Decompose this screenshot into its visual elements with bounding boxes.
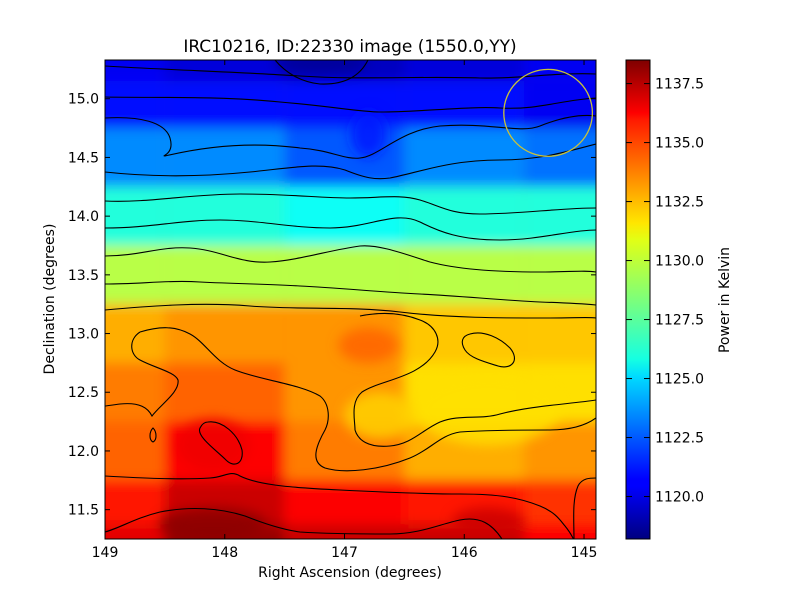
heatmap-cell — [164, 60, 285, 82]
heatmap-cell — [524, 304, 596, 363]
contour-line — [354, 399, 596, 447]
contour-line — [105, 217, 596, 241]
heatmap-cell — [105, 524, 165, 539]
heatmap-cell — [164, 245, 285, 305]
plot-frame — [104, 59, 597, 540]
contour-line — [105, 245, 596, 273]
heatmap-cell — [404, 186, 525, 246]
heatmap-feature — [416, 374, 561, 446]
x-axis: 149 148 147 146 145 — [92, 60, 598, 561]
heatmap-feature — [176, 419, 249, 471]
heatmap-cell — [284, 245, 405, 305]
colorbar-tick-label: 1125.0 — [655, 372, 704, 388]
heatmap-cell — [105, 81, 165, 129]
y-axis-label: Declination (degrees) — [42, 224, 58, 375]
x-tick-label: 145 — [571, 545, 598, 561]
heatmap-cell — [404, 304, 525, 363]
contour-line — [105, 507, 503, 539]
y-tick-label: 13.0 — [68, 327, 99, 343]
heatmap-cell — [404, 60, 525, 82]
heatmap-cell — [105, 186, 165, 246]
marker — [503, 68, 594, 157]
contour-line — [105, 473, 575, 539]
heatmap-cell — [164, 186, 285, 246]
contour-lines — [105, 60, 596, 539]
heatmap-cell — [404, 81, 525, 129]
contour-line — [105, 114, 596, 159]
contour-line — [139, 327, 596, 472]
colorbar-tick-label: 1122.5 — [655, 431, 704, 447]
heatmap-cell — [524, 245, 596, 305]
heatmap-cell — [284, 524, 405, 539]
x-axis-label: Right Ascension (degrees) — [258, 565, 442, 581]
colorbar: 1120.0 1122.5 1125.0 1127.5 1130.0 1132.5 1135… — [625, 59, 733, 540]
x-tick-label: 147 — [331, 545, 358, 561]
heatmap-cell — [524, 186, 596, 246]
colorbar-tick-label: 1137.5 — [655, 77, 704, 93]
colorbar-ticks: 1120.0 1122.5 1125.0 1127.5 1130.0 1132.5 1135… — [626, 77, 704, 506]
y-tick-label: 13.5 — [68, 268, 99, 284]
colorbar-gradient — [626, 60, 650, 539]
colorbar-label: Power in Kelvin — [717, 247, 733, 353]
y-tick-label: 14.0 — [68, 209, 99, 225]
colorbar-tick-label: 1132.5 — [655, 195, 704, 211]
contour-line — [105, 96, 596, 113]
colorbar-tick-label: 1135.0 — [655, 136, 704, 152]
contour-line — [199, 421, 243, 465]
heatmap-cell — [404, 128, 525, 187]
y-tick-label: 11.5 — [68, 503, 99, 519]
colorbar-tick-label: 1120.0 — [655, 490, 704, 506]
y-tick-label: 15.0 — [68, 92, 99, 108]
heatmap-cell — [164, 128, 285, 187]
chart-title: IRC10216, ID:22330 image (1550.0,YY) — [183, 37, 516, 57]
heatmap — [105, 60, 596, 539]
colorbar-frame — [625, 59, 651, 540]
heatmap-cell — [105, 480, 165, 525]
contour-line — [149, 427, 157, 443]
y-tick-label: 14.5 — [68, 150, 99, 166]
heatmap-cell — [524, 480, 596, 525]
heatmap-features — [158, 60, 561, 539]
x-tick-label: 148 — [211, 545, 238, 561]
colorbar-tick-label: 1127.5 — [655, 313, 704, 329]
heatmap-feature — [452, 507, 525, 536]
heatmap-cell — [524, 524, 596, 539]
contour-line — [105, 193, 596, 215]
colorbar-tick-label: 1130.0 — [655, 254, 704, 270]
contour-line — [105, 65, 596, 79]
contour-line — [274, 60, 369, 85]
heatmap-cell — [164, 81, 285, 129]
heatmap-cell — [105, 128, 165, 187]
heatmap-cell — [164, 362, 285, 422]
contour-line — [105, 280, 596, 306]
y-tick-label: 12.5 — [68, 385, 99, 401]
contour-line — [461, 332, 515, 368]
x-tick-label: 149 — [92, 545, 119, 561]
y-tick-label: 12.0 — [68, 444, 99, 460]
y-axis: 11.5 12.0 12.5 13.0 13.5 14.0 14.5 15.0 — [68, 92, 596, 519]
contour-line — [353, 312, 439, 431]
heatmap-feature — [158, 507, 267, 539]
contour-line — [573, 477, 596, 539]
heatmap-cell — [524, 81, 596, 129]
circle-marker — [503, 68, 594, 157]
heatmap-feature — [350, 110, 387, 158]
heatmap-feature — [344, 392, 417, 440]
contour-line — [105, 303, 596, 319]
contour-line — [105, 143, 596, 180]
x-tick-label: 146 — [451, 545, 478, 561]
heatmap-feature — [338, 327, 399, 363]
heatmap-cell — [105, 304, 165, 363]
heatmap-cell — [404, 245, 525, 305]
heatmap-cell — [284, 480, 405, 525]
heatmap-cell — [164, 304, 285, 363]
contour-line — [105, 331, 179, 418]
heatmap-bands — [105, 60, 596, 539]
heatmap-cell — [105, 60, 165, 82]
